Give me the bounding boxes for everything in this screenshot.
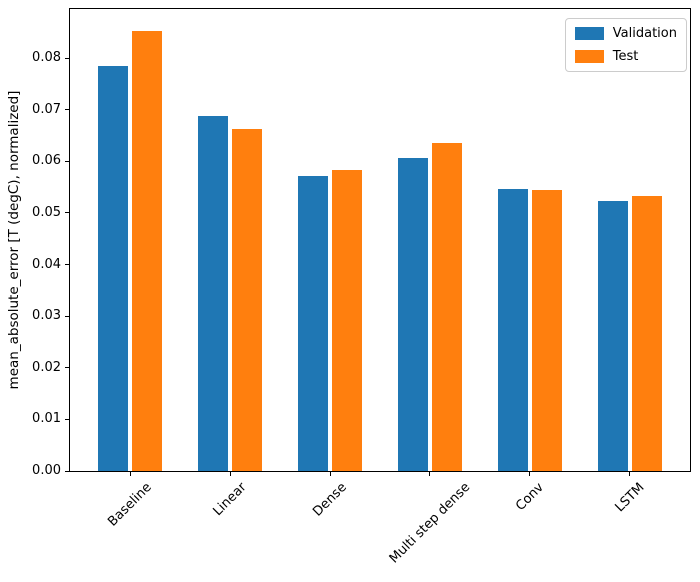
y-tick-label: 0.00 <box>32 463 61 478</box>
y-tick-label: 0.02 <box>32 359 61 375</box>
x-tick-mark <box>429 472 431 476</box>
bar-validation-multi-step-dense <box>397 157 428 471</box>
x-tick-label-multi-step-dense: Multi step dense <box>386 479 474 567</box>
y-tick-mark <box>65 367 69 369</box>
legend-swatch-test <box>574 50 604 63</box>
x-tick-label-lstm: LSTM <box>612 480 648 516</box>
bar-test-lstm <box>631 195 662 471</box>
bar-test-dense <box>332 169 362 471</box>
plot-area: Validation Test 0.00 0.01 0.02 0.03 0.04 0.05 0… <box>32 8 691 566</box>
y-tick-label: 0.08 <box>32 50 61 66</box>
x-tick-mark <box>329 472 331 476</box>
x-tick-label-conv: Conv <box>512 480 547 514</box>
y-tick-mark <box>65 315 69 317</box>
bar-validation-dense <box>298 175 329 471</box>
bar-test-baseline <box>132 31 163 471</box>
x-tick-mark <box>529 472 531 476</box>
y-tick-mark <box>65 212 69 214</box>
x-tick-mark <box>229 472 231 476</box>
y-tick-mark <box>65 57 69 59</box>
x-tick-label-dense: Dense <box>310 479 350 520</box>
y-tick-mark <box>65 264 69 266</box>
y-tick-label: 0.03 <box>32 308 61 324</box>
legend-label: Test <box>612 49 639 64</box>
bar-validation-linear <box>198 116 229 471</box>
bar-test-linear <box>232 128 263 471</box>
bar-validation-lstm <box>597 200 628 471</box>
y-tick-label: 0.05 <box>32 204 61 220</box>
legend-swatch-validation <box>574 27 604 40</box>
y-tick-mark <box>65 470 69 472</box>
bar-validation-baseline <box>98 65 129 471</box>
legend-item-validation: Validation <box>574 26 677 41</box>
x-tick-mark <box>129 472 131 476</box>
y-tick-label: 0.01 <box>32 411 61 427</box>
bar-test-multi-step-dense <box>431 143 462 471</box>
y-tick-mark <box>65 109 69 111</box>
x-tick-mark <box>629 472 631 476</box>
x-tick-label-baseline: Baseline <box>105 479 155 530</box>
legend-label: Validation <box>612 26 677 41</box>
y-tick-label: 0.07 <box>32 101 61 117</box>
legend-item-test: Test <box>574 49 677 64</box>
y-axis-label: mean_absolute_error [T (degC), normalize… <box>6 90 22 390</box>
y-tick-label: 0.04 <box>32 256 61 272</box>
bar-validation-conv <box>497 189 528 471</box>
x-tick-label-linear: Linear <box>210 479 250 520</box>
y-tick-label: 0.06 <box>32 153 61 169</box>
y-tick-mark <box>65 418 69 420</box>
y-tick-mark <box>65 160 69 162</box>
bar-test-conv <box>531 190 562 471</box>
legend: Validation Test <box>564 18 687 72</box>
